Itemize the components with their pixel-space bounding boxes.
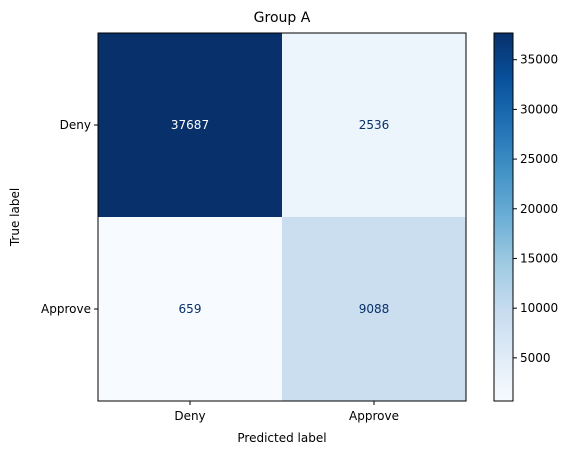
colorbar-tick-label: 10000 xyxy=(520,301,558,315)
colorbar-tick-label: 30000 xyxy=(520,102,558,116)
x-tick-label: Deny xyxy=(174,409,205,423)
heatmap-cell xyxy=(282,33,466,217)
y-tick-label: Deny xyxy=(60,118,91,132)
y-tick-label: Approve xyxy=(41,302,91,316)
colorbar-tick-label: 25000 xyxy=(520,152,558,166)
cell-value-label: 659 xyxy=(179,302,202,316)
colorbar xyxy=(493,32,514,402)
chart-title: Group A xyxy=(254,10,311,26)
y-axis-ticks: Deny Approve xyxy=(41,118,98,316)
heatmap-cell xyxy=(98,33,282,217)
y-axis-label: True label xyxy=(8,188,22,247)
colorbar-tick-label: 15000 xyxy=(520,251,558,265)
cell-value-label: 37687 xyxy=(171,118,209,132)
colorbar-tick-label: 35000 xyxy=(520,53,558,67)
colorbar-tick-label: 5000 xyxy=(520,351,551,365)
colorbar-ticks: 5000 10000 15000 20000 25000 30000 35000 xyxy=(513,53,558,365)
heatmap-cell xyxy=(98,217,282,401)
plot-frame xyxy=(97,32,467,402)
heatmap-cell-labels: 37687 2536 659 9088 xyxy=(171,118,389,316)
x-tick-label: Approve xyxy=(349,409,399,423)
cell-value-label: 9088 xyxy=(359,302,390,316)
heatmap-cell xyxy=(282,217,466,401)
x-axis-ticks: Deny Approve xyxy=(174,401,399,423)
colorbar-tick-label: 20000 xyxy=(520,202,558,216)
cell-value-label: 2536 xyxy=(359,118,390,132)
x-axis-label: Predicted label xyxy=(237,431,326,445)
heatmap-cells xyxy=(98,33,466,401)
